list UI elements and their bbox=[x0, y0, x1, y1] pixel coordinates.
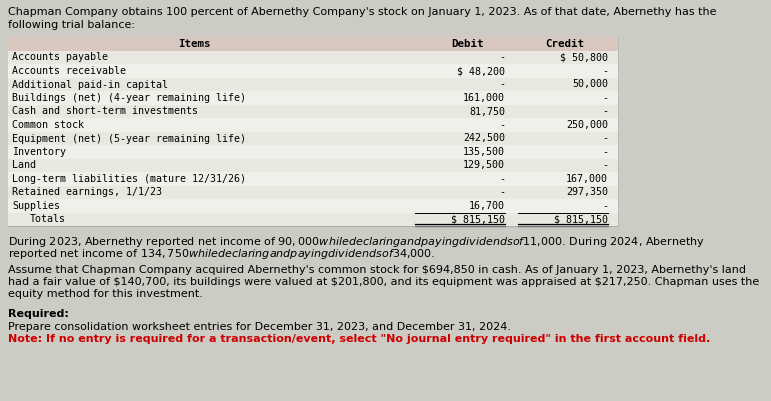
Text: 135,500: 135,500 bbox=[463, 147, 505, 157]
Text: Additional paid-in capital: Additional paid-in capital bbox=[12, 79, 168, 89]
Bar bbox=[8, 159, 618, 172]
Text: Equipment (net) (5-year remaining life): Equipment (net) (5-year remaining life) bbox=[12, 133, 246, 143]
Bar bbox=[8, 213, 618, 227]
Text: -: - bbox=[499, 120, 505, 130]
Text: Assume that Chapman Company acquired Abernethy's common stock for $694,850 in ca: Assume that Chapman Company acquired Abe… bbox=[8, 264, 746, 274]
Text: equity method for this investment.: equity method for this investment. bbox=[8, 288, 203, 298]
Bar bbox=[8, 105, 618, 119]
Bar bbox=[8, 78, 618, 92]
Text: 250,000: 250,000 bbox=[566, 120, 608, 130]
Text: Buildings (net) (4-year remaining life): Buildings (net) (4-year remaining life) bbox=[12, 93, 246, 103]
Text: -: - bbox=[499, 53, 505, 62]
Text: 129,500: 129,500 bbox=[463, 160, 505, 170]
Text: -: - bbox=[602, 66, 608, 76]
Text: Note: If no entry is required for a transaction/event, select "No journal entry : Note: If no entry is required for a tran… bbox=[8, 333, 710, 343]
Bar bbox=[8, 51, 618, 65]
Bar bbox=[8, 132, 618, 146]
Text: 81,750: 81,750 bbox=[469, 106, 505, 116]
Text: During 2023, Abernethy reported net income of $90,000 while declaring and paying: During 2023, Abernethy reported net inco… bbox=[8, 235, 705, 248]
Text: Items: Items bbox=[178, 39, 210, 49]
Bar bbox=[8, 92, 618, 105]
Text: -: - bbox=[602, 133, 608, 143]
Text: $ 815,150: $ 815,150 bbox=[554, 214, 608, 224]
Text: Debit: Debit bbox=[452, 39, 484, 49]
Text: Accounts receivable: Accounts receivable bbox=[12, 66, 126, 76]
Text: -: - bbox=[499, 187, 505, 197]
Bar bbox=[8, 38, 618, 51]
Text: -: - bbox=[499, 79, 505, 89]
Text: reported net income of $134,750 while declaring and paying dividends of $34,000.: reported net income of $134,750 while de… bbox=[8, 246, 436, 260]
Bar bbox=[8, 38, 618, 227]
Text: 242,500: 242,500 bbox=[463, 133, 505, 143]
Text: $ 50,800: $ 50,800 bbox=[560, 53, 608, 62]
Bar bbox=[8, 65, 618, 78]
Text: -: - bbox=[602, 147, 608, 157]
Text: following trial balance:: following trial balance: bbox=[8, 20, 135, 30]
Text: $ 48,200: $ 48,200 bbox=[457, 66, 505, 76]
Text: Accounts payable: Accounts payable bbox=[12, 53, 108, 62]
Text: Common stock: Common stock bbox=[12, 120, 84, 130]
Text: Totals: Totals bbox=[30, 214, 66, 224]
Text: Supplies: Supplies bbox=[12, 200, 60, 211]
Text: Chapman Company obtains 100 percent of Abernethy Company's stock on January 1, 2: Chapman Company obtains 100 percent of A… bbox=[8, 7, 716, 17]
Text: -: - bbox=[602, 106, 608, 116]
Text: Cash and short-term investments: Cash and short-term investments bbox=[12, 106, 198, 116]
Text: 50,000: 50,000 bbox=[572, 79, 608, 89]
Bar bbox=[8, 119, 618, 132]
Text: Required:: Required: bbox=[8, 308, 69, 318]
Bar bbox=[8, 146, 618, 159]
Text: 297,350: 297,350 bbox=[566, 187, 608, 197]
Text: Long-term liabilities (mature 12/31/26): Long-term liabilities (mature 12/31/26) bbox=[12, 174, 246, 184]
Text: -: - bbox=[602, 200, 608, 211]
Text: Land: Land bbox=[12, 160, 36, 170]
Bar bbox=[8, 200, 618, 213]
Text: Inventory: Inventory bbox=[12, 147, 66, 157]
Text: Retained earnings, 1/1/23: Retained earnings, 1/1/23 bbox=[12, 187, 162, 197]
Text: had a fair value of $140,700, its buildings were valued at $201,800, and its equ: had a fair value of $140,700, its buildi… bbox=[8, 276, 759, 286]
Bar bbox=[8, 172, 618, 186]
Bar bbox=[8, 186, 618, 200]
Text: Prepare consolidation worksheet entries for December 31, 2023, and December 31, : Prepare consolidation worksheet entries … bbox=[8, 321, 511, 331]
Text: -: - bbox=[499, 174, 505, 184]
Text: 161,000: 161,000 bbox=[463, 93, 505, 103]
Text: -: - bbox=[602, 160, 608, 170]
Text: Credit: Credit bbox=[546, 39, 584, 49]
Text: -: - bbox=[602, 93, 608, 103]
Text: $ 815,150: $ 815,150 bbox=[451, 214, 505, 224]
Text: 16,700: 16,700 bbox=[469, 200, 505, 211]
Text: 167,000: 167,000 bbox=[566, 174, 608, 184]
